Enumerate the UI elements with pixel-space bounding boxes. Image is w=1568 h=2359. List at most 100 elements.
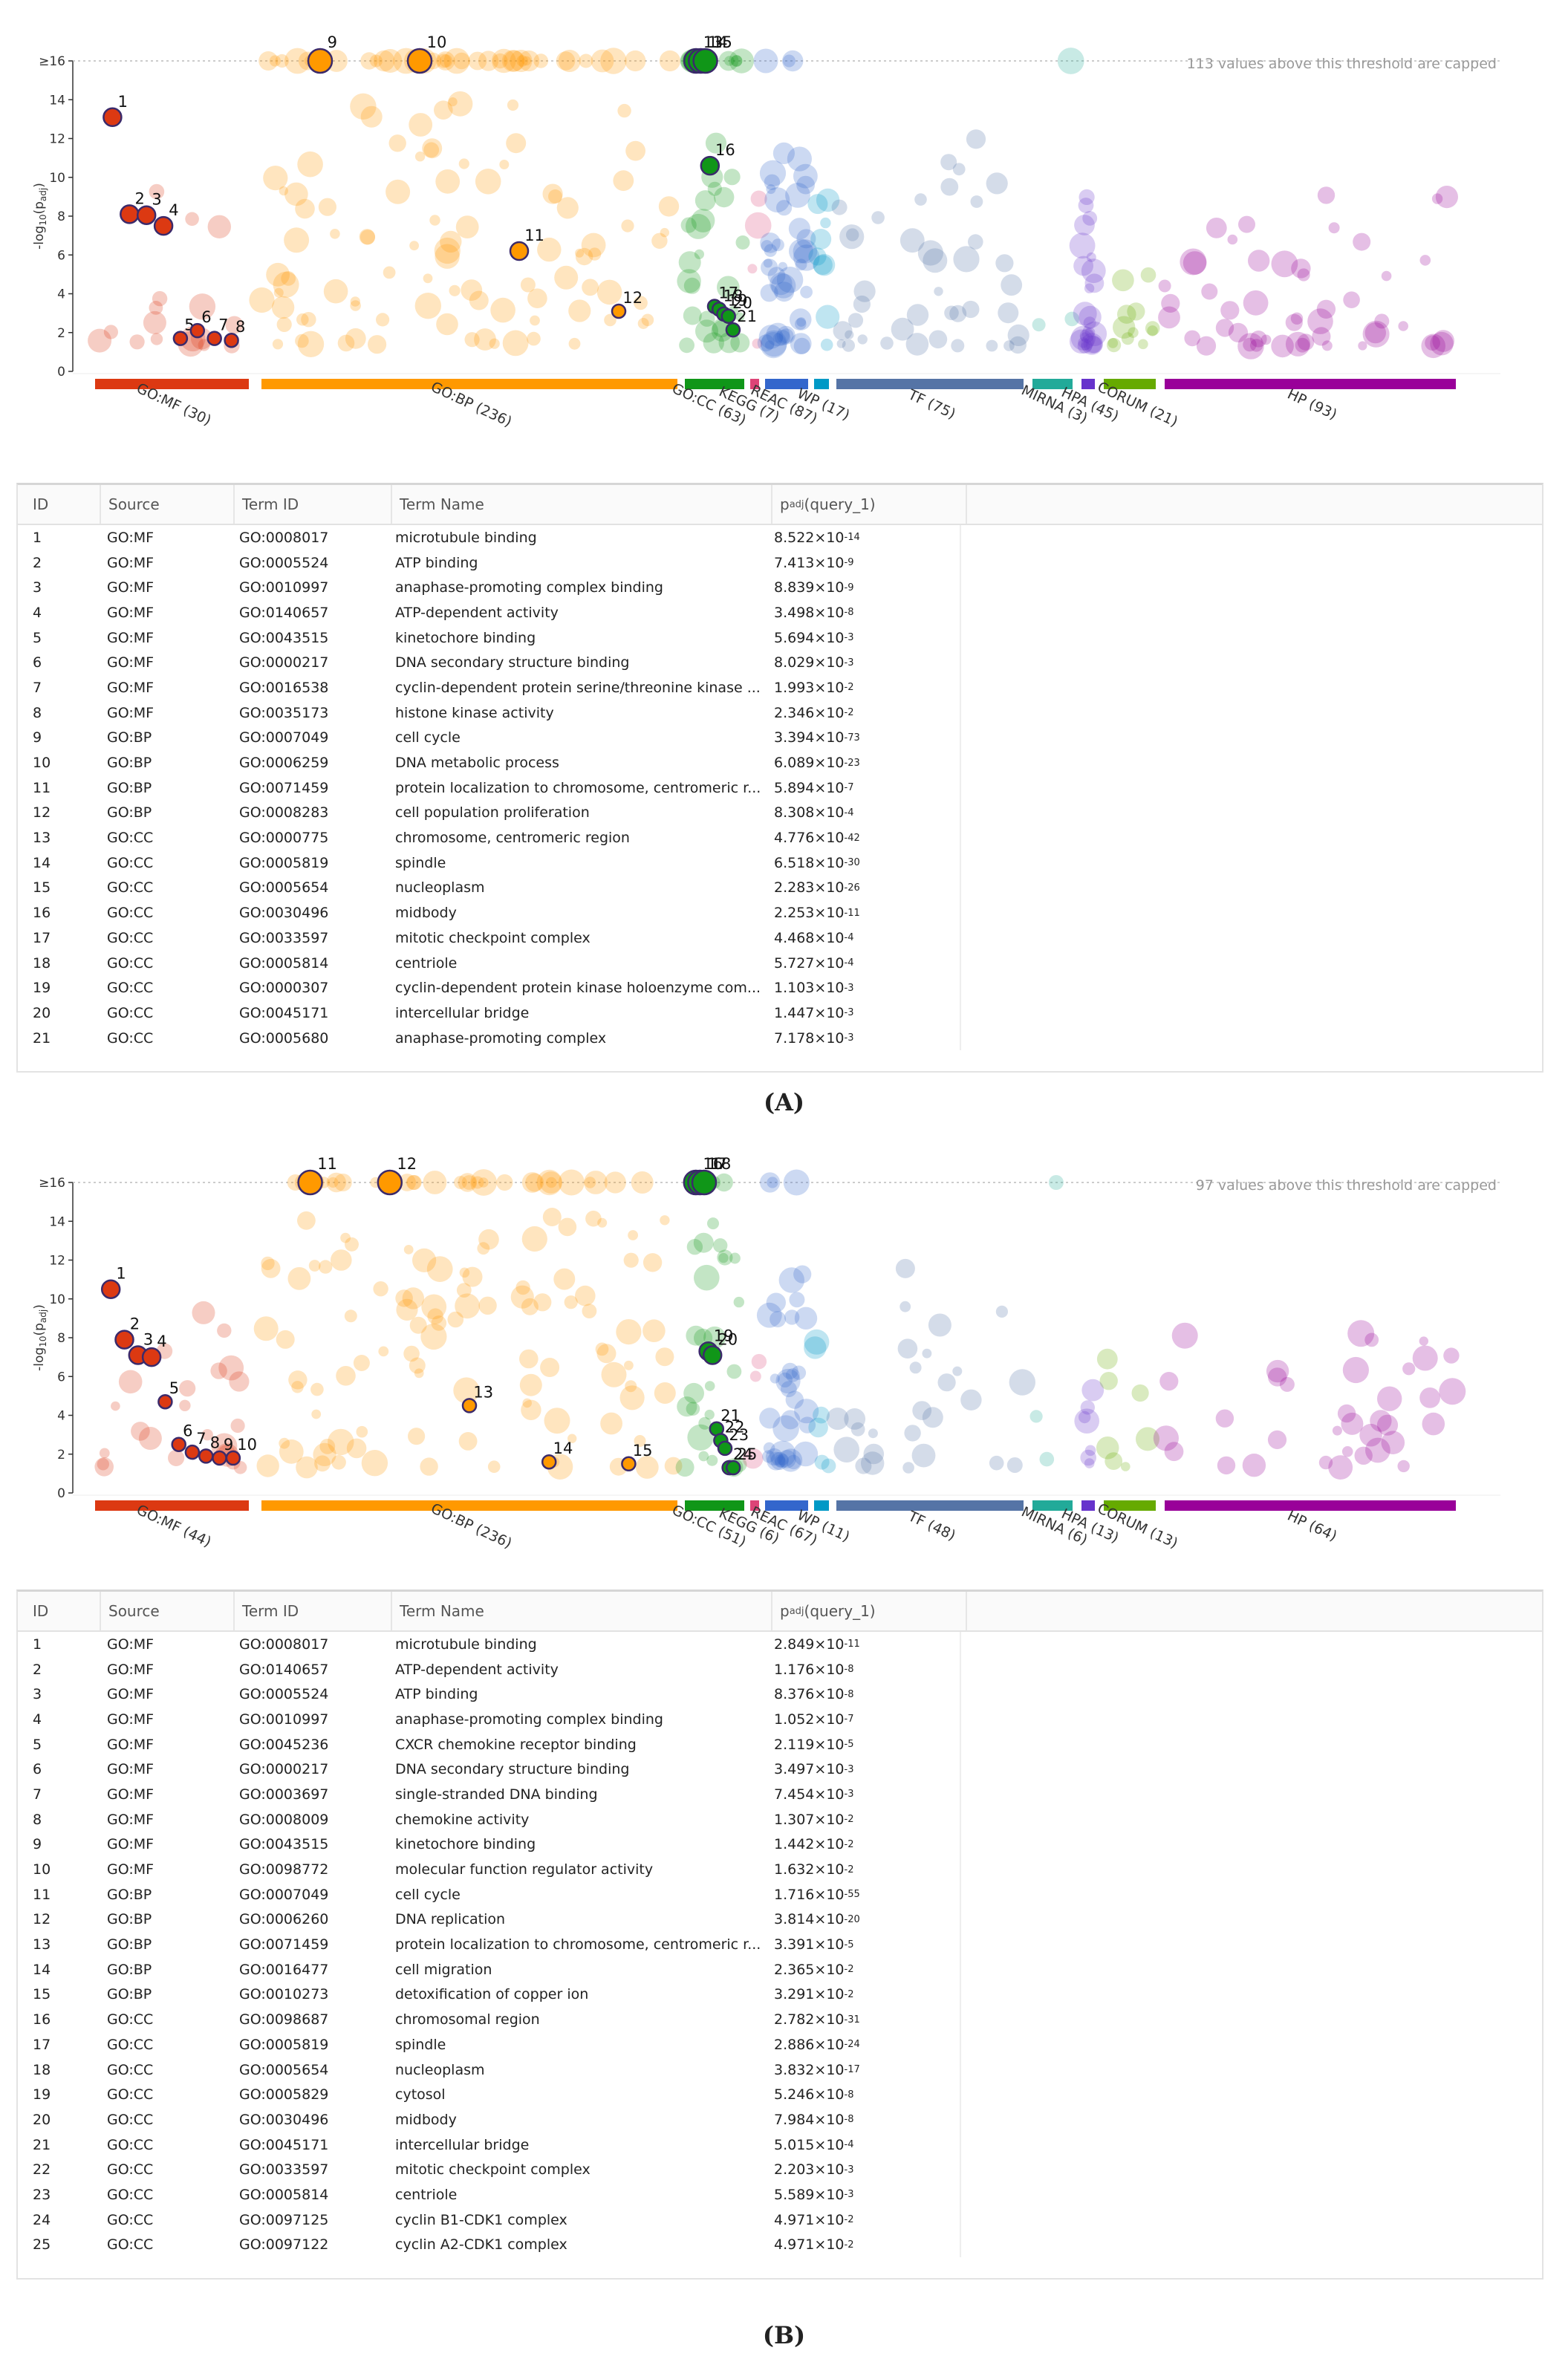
table-row[interactable]: 13 GO:CC GO:0000775 chromosome, centromeric… bbox=[18, 825, 1542, 850]
highlighted-point-marker bbox=[717, 1440, 733, 1457]
data-point bbox=[619, 1385, 645, 1410]
source-points-reac bbox=[753, 48, 820, 359]
column-header-source[interactable]: Source bbox=[100, 485, 233, 524]
data-point bbox=[409, 1316, 427, 1334]
column-header-id[interactable]: ID bbox=[33, 1602, 49, 1620]
table-row[interactable]: 16 GO:CC GO:0098687 chromosomal region 2.782… bbox=[18, 2007, 1542, 2032]
source-points-go-bp bbox=[253, 1169, 683, 1480]
table-row[interactable]: 10 GO:MF GO:0098772 molecular function regu… bbox=[18, 1857, 1542, 1882]
cell-source: GO:BP bbox=[107, 729, 152, 746]
table-row[interactable]: 9 GO:BP GO:0007049 cell cycle 3.394 ×10 -73 bbox=[18, 725, 1542, 751]
table-row[interactable]: 15 GO:CC GO:0005654 nucleoplasm 2.283 ×10 -26 bbox=[18, 875, 1542, 901]
cell-source: GO:MF bbox=[107, 1736, 154, 1753]
data-point bbox=[284, 182, 308, 206]
table-row[interactable]: 17 GO:CC GO:0005819 spindle 2.886 ×10 -24 bbox=[18, 2032, 1542, 2057]
table-row[interactable]: 16 GO:CC GO:0030496 midbody 2.253 ×10 -11 bbox=[18, 900, 1542, 925]
source-band bbox=[261, 379, 677, 389]
table-row[interactable]: 1 GO:MF GO:0008017 microtubule binding 2.849… bbox=[18, 1632, 1542, 1657]
column-header-padj[interactable]: p adj (query_1) bbox=[771, 485, 967, 524]
cell-id: 5 bbox=[33, 629, 42, 646]
data-point bbox=[185, 212, 199, 227]
data-point bbox=[774, 1454, 785, 1465]
table-row[interactable]: 2 GO:MF GO:0140657 ATP-dependent activity 1.… bbox=[18, 1656, 1542, 1682]
table-row[interactable]: 7 GO:MF GO:0016538 cyclin-dependent protein… bbox=[18, 675, 1542, 700]
table-row[interactable]: 20 GO:CC GO:0030496 midbody 7.984 ×10 -8 bbox=[18, 2107, 1542, 2132]
cell-padj: 1.447 ×10 -3 bbox=[767, 1000, 961, 1026]
column-header-id[interactable]: ID bbox=[33, 495, 49, 513]
cell-term-name: kinetochore binding bbox=[395, 1836, 536, 1853]
table-row[interactable]: 4 GO:MF GO:0010997 anaphase-promoting compl… bbox=[18, 1707, 1542, 1732]
table-row[interactable]: 22 GO:CC GO:0033597 mitotic checkpoint comp… bbox=[18, 2157, 1542, 2183]
table-row[interactable]: 12 GO:BP GO:0008283 cell population prolife… bbox=[18, 800, 1542, 826]
table-row[interactable]: 24 GO:CC GO:0097125 cyclin B1-CDK1 complex 4… bbox=[18, 2207, 1542, 2233]
table-row[interactable]: 18 GO:CC GO:0005814 centriole 5.727 ×10 -4 bbox=[18, 950, 1542, 976]
data-point bbox=[261, 1258, 281, 1278]
table-row[interactable]: 23 GO:CC GO:0005814 centriole 5.589 ×10 -3 bbox=[18, 2182, 1542, 2207]
table-row[interactable]: 5 GO:MF GO:0045236 CXCR chemokine receptor … bbox=[18, 1731, 1542, 1757]
data-point bbox=[297, 331, 325, 357]
data-point bbox=[1341, 1412, 1364, 1435]
data-point bbox=[707, 181, 722, 196]
table-row[interactable]: 15 GO:BP GO:0010273 detoxification of coppe… bbox=[18, 1982, 1542, 2008]
table-row[interactable]: 8 GO:MF GO:0035173 histone kinase activity 2… bbox=[18, 700, 1542, 726]
data-point bbox=[1364, 322, 1387, 344]
highlighted-point-label: 7 bbox=[196, 1430, 206, 1448]
table-row[interactable]: 14 GO:CC GO:0005819 spindle 6.518 ×10 -30 bbox=[18, 850, 1542, 876]
data-point bbox=[1107, 338, 1119, 348]
data-point bbox=[1419, 255, 1431, 266]
data-point bbox=[909, 1361, 922, 1374]
table-row[interactable]: 6 GO:MF GO:0000217 DNA secondary structure … bbox=[18, 1757, 1542, 1783]
table-row[interactable]: 8 GO:MF GO:0008009 chemokine activity 1.307 ×… bbox=[18, 1806, 1542, 1832]
table-row[interactable]: 25 GO:CC GO:0097122 cyclin A2-CDK1 complex 4… bbox=[18, 2232, 1542, 2258]
column-header-source[interactable]: Source bbox=[100, 1592, 233, 1630]
source-points-tf bbox=[831, 129, 1029, 356]
column-header-term-id[interactable]: Term ID bbox=[233, 485, 391, 524]
data-point bbox=[678, 251, 701, 274]
cell-term-name: mitotic checkpoint complex bbox=[395, 2161, 591, 2179]
cell-term-name: ATP-dependent activity bbox=[395, 1661, 559, 1678]
column-header-term-name[interactable]: Term Name bbox=[391, 485, 771, 524]
source-band bbox=[261, 1500, 677, 1511]
data-point bbox=[782, 54, 796, 68]
table-row[interactable]: 11 GO:BP GO:0007049 cell cycle 1.716 ×10 -55 bbox=[18, 1881, 1542, 1907]
table-row[interactable]: 13 GO:BP GO:0071459 protein localization to… bbox=[18, 1932, 1542, 1957]
cell-term-name: centriole bbox=[395, 2186, 458, 2203]
table-row[interactable]: 21 GO:CC GO:0045171 intercellular bridge 5.0… bbox=[18, 2132, 1542, 2158]
cell-source: GO:CC bbox=[107, 2061, 154, 2078]
table-row[interactable]: 4 GO:MF GO:0140657 ATP-dependent activity 3.… bbox=[18, 600, 1542, 625]
data-point bbox=[1422, 1412, 1445, 1436]
table-row[interactable]: 18 GO:CC GO:0005654 nucleoplasm 3.832 ×10 -17 bbox=[18, 2057, 1542, 2083]
data-point bbox=[694, 1264, 720, 1291]
column-header-term-id[interactable]: Term ID bbox=[233, 1592, 391, 1630]
highlighted-point-marker bbox=[225, 1450, 241, 1466]
table-row[interactable]: 1 GO:MF GO:0008017 microtubule binding 8.522… bbox=[18, 525, 1542, 550]
data-point bbox=[575, 247, 593, 266]
data-point bbox=[760, 1172, 781, 1193]
column-header-padj[interactable]: p adj (query_1) bbox=[771, 1592, 967, 1630]
table-row[interactable]: 21 GO:CC GO:0005680 anaphase-promoting comp… bbox=[18, 1025, 1542, 1051]
data-point bbox=[519, 1349, 539, 1369]
data-point bbox=[1419, 1387, 1440, 1408]
table-row[interactable]: 3 GO:MF GO:0005524 ATP binding 8.376 ×10 -8 bbox=[18, 1682, 1542, 1708]
table-row[interactable]: 10 GO:BP GO:0006259 DNA metabolic process 6.… bbox=[18, 750, 1542, 775]
table-row[interactable]: 12 GO:BP GO:0006260 DNA replication 3.814 ×10… bbox=[18, 1907, 1542, 1933]
table-row[interactable]: 7 GO:MF GO:0003697 single-stranded DNA bind… bbox=[18, 1782, 1542, 1807]
column-header-term-name[interactable]: Term Name bbox=[391, 1592, 771, 1630]
y-axis-label: -log10(padj) bbox=[32, 1304, 48, 1371]
table-row[interactable]: 19 GO:CC GO:0000307 cyclin-dependent protei… bbox=[18, 975, 1542, 1001]
table-row[interactable]: 11 GO:BP GO:0071459 protein localization to… bbox=[18, 775, 1542, 801]
table-row[interactable]: 5 GO:MF GO:0043515 kinetochore binding 5.694… bbox=[18, 625, 1542, 651]
table-row[interactable]: 9 GO:MF GO:0043515 kinetochore binding 1.442… bbox=[18, 1832, 1542, 1858]
source-label: TF (75) bbox=[905, 386, 957, 423]
table-row[interactable]: 6 GO:MF GO:0000217 DNA secondary structure … bbox=[18, 650, 1542, 676]
table-row[interactable]: 19 GO:CC GO:0005829 cytosol 5.246 ×10 -8 bbox=[18, 2082, 1542, 2108]
cell-source: GO:CC bbox=[107, 905, 154, 922]
table-row[interactable]: 20 GO:CC GO:0045171 intercellular bridge 1.4… bbox=[18, 1000, 1542, 1026]
data-point bbox=[659, 50, 681, 72]
highlighted-point: 11 bbox=[297, 1155, 337, 1196]
table-row[interactable]: 14 GO:BP GO:0016477 cell migration 2.365 ×10-… bbox=[18, 1956, 1542, 1982]
table-row[interactable]: 3 GO:MF GO:0010997 anaphase-promoting compl… bbox=[18, 575, 1542, 601]
cell-id: 10 bbox=[33, 755, 51, 772]
table-row[interactable]: 17 GO:CC GO:0033597 mitotic checkpoint comp… bbox=[18, 925, 1542, 951]
table-row[interactable]: 2 GO:MF GO:0005524 ATP binding 7.413 ×10 -9 bbox=[18, 550, 1542, 576]
